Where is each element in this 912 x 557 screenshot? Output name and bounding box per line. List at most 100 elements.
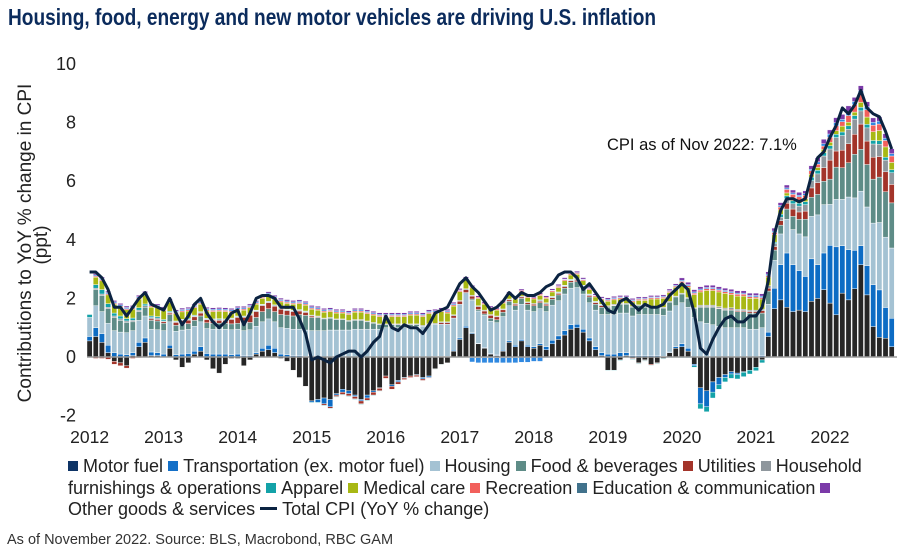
y-tick-label: 2 — [66, 288, 76, 308]
bar-segment-food-and-beverages — [358, 320, 364, 330]
bar-segment-medical-care — [635, 300, 642, 306]
bar-segment-recreation — [845, 115, 852, 123]
legend-swatch — [577, 482, 588, 493]
bar-segment-medical-care — [457, 291, 463, 301]
bar-segment-utilities — [821, 167, 827, 182]
bar-segment-housing — [568, 287, 574, 325]
bar-segment-education-and-communication — [790, 192, 796, 195]
bar-segment-utilities — [561, 286, 568, 289]
bar-segment-apparel — [111, 312, 118, 317]
bar-segment-housing — [851, 197, 858, 251]
bar-segment-transportation-ex-motor-fuel — [672, 346, 679, 349]
bar-segment-motor-fuel — [419, 356, 426, 378]
bar-segment-food-and-beverages — [524, 304, 531, 311]
bar-segment-medical-care — [586, 289, 593, 295]
bar-segment-recreation — [746, 296, 753, 299]
bar-segment-utilities — [457, 301, 463, 305]
bar-segment-housing — [660, 315, 667, 357]
bar-segment-transportation-ex-motor-fuel — [549, 340, 556, 345]
bar-segment-transportation-ex-motor-fuel — [99, 333, 105, 343]
legend-label: Utilities — [697, 456, 756, 476]
bar-segment-utilities — [463, 289, 469, 293]
bar-segment-household-furnishings-and-operations — [858, 110, 864, 125]
bar-segment-utilities — [370, 391, 377, 396]
bar-segment-food-and-beverages — [623, 304, 630, 314]
bar-segment-utilities — [796, 211, 802, 220]
legend-swatch — [470, 482, 481, 493]
bar-segment-medical-care — [333, 312, 340, 320]
bar-segment-housing — [679, 302, 685, 345]
bar-segment-utilities — [531, 304, 537, 306]
bar-segment-food-and-beverages — [660, 307, 667, 316]
bar-segment-other-goods-and-services — [784, 184, 790, 189]
bar-segment-food-and-beverages — [327, 318, 334, 331]
bar-segment-housing — [623, 312, 630, 353]
bar-segment-motor-fuel — [685, 350, 691, 358]
bar-segment-motor-fuel — [549, 343, 556, 358]
bar-segment-utilities — [123, 365, 130, 369]
bar-segment-recreation — [722, 291, 728, 294]
x-tick-label: 2012 — [70, 427, 109, 447]
bar-segment-housing — [204, 328, 210, 354]
bar-segment-food-and-beverages — [784, 208, 790, 220]
bar-segment-food-and-beverages — [586, 296, 593, 304]
bar-segment-motor-fuel — [716, 356, 722, 378]
bar-segment-other-goods-and-services — [561, 277, 568, 280]
bar-segment-housing — [580, 293, 586, 330]
bar-segment-other-goods-and-services — [123, 305, 130, 308]
legend-item-medical-care: Medical care — [348, 478, 465, 498]
bar-segment-transportation-ex-motor-fuel — [796, 270, 802, 311]
bar-segment-motor-fuel — [771, 308, 778, 358]
bar-segment-other-goods-and-services — [413, 311, 420, 313]
bar-segment-motor-fuel — [728, 356, 735, 372]
bar-segment-utilities — [154, 319, 161, 322]
bar-segment-motor-fuel — [500, 350, 506, 358]
bar-segment-food-and-beverages — [308, 317, 315, 331]
bar-segment-utilities — [790, 208, 796, 217]
bar-segment-education-and-communication — [796, 195, 802, 197]
bar-segment-housing — [561, 293, 568, 331]
bar-segment-food-and-beverages — [808, 197, 815, 217]
bar-segment-housing — [802, 236, 809, 277]
bar-segment-motor-fuel — [197, 350, 204, 358]
bar-segment-housing — [457, 304, 463, 339]
bar-segment-motor-fuel — [407, 356, 414, 377]
bar-segment-apparel — [864, 124, 870, 129]
bar-segment-food-and-beverages — [247, 322, 253, 330]
bar-segment-medical-care — [358, 311, 364, 320]
y-axis-ticks: -2 0 2 4 6 8 10 — [56, 54, 76, 426]
bar-segment-food-and-beverages — [315, 317, 321, 331]
bar-segment-food-and-beverages — [364, 321, 371, 330]
bar-segment-housing — [617, 312, 624, 353]
bar-segment-motor-fuel — [605, 356, 611, 371]
bar-segment-utilities — [438, 322, 445, 325]
bar-segment-housing — [796, 233, 802, 271]
bar-segment-housing — [247, 329, 253, 356]
bar-segment-education-and-communication — [753, 295, 759, 298]
bar-segment-utilities — [401, 377, 408, 380]
bar-segment-utilities — [419, 378, 426, 381]
bar-segment-utilities — [543, 304, 549, 306]
bar-segment-transportation-ex-motor-fuel — [777, 264, 784, 301]
bar-segment-housing — [586, 302, 593, 339]
bar-segment-food-and-beverages — [123, 322, 130, 333]
bar-segment-food-and-beverages — [543, 305, 549, 312]
bar-segment-other-goods-and-services — [382, 312, 389, 315]
legend-label: Medical care — [363, 477, 466, 498]
bar-segment-medical-care — [555, 287, 562, 293]
bar-segment-transportation-ex-motor-fuel — [808, 258, 815, 302]
cpi-annotation: CPI as of Nov 2022: 7.1% — [607, 136, 797, 154]
bar-segment-transportation-ex-motor-fuel — [580, 328, 586, 333]
bar-segment-household-furnishings-and-operations — [802, 204, 809, 212]
bar-segment-other-goods-and-services — [290, 300, 297, 303]
bar-segment-food-and-beverages — [185, 323, 192, 330]
bar-segment-transportation-ex-motor-fuel — [395, 380, 401, 383]
y-tick-label: 8 — [66, 113, 76, 133]
y-axis-title: Contributions to YoY % change in CPI (pp… — [15, 84, 52, 403]
bar-segment-medical-care — [259, 298, 266, 305]
bar-segment-food-and-beverages — [136, 311, 142, 321]
bar-segment-motor-fuel — [444, 356, 451, 364]
bar-segment-apparel — [716, 384, 722, 390]
bar-segment-food-and-beverages — [500, 311, 506, 317]
bar-segment-motor-fuel — [851, 288, 858, 358]
